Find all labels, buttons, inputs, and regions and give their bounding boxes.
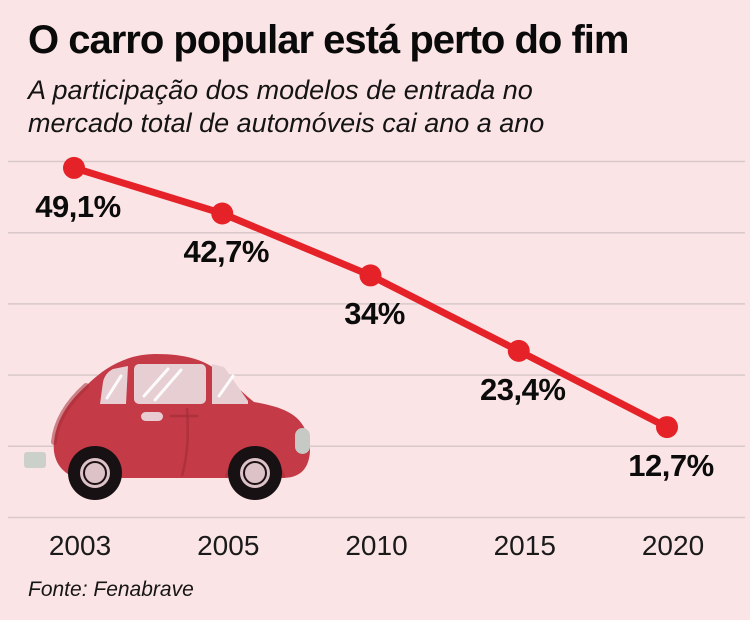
- data-point-2003: [63, 156, 85, 179]
- page-title: O carro popular está perto do fim: [28, 18, 629, 62]
- car-exhaust: [24, 452, 46, 468]
- car-bumper: [295, 428, 310, 454]
- subtitle-line-1: A participação dos modelos de entrada no: [28, 75, 533, 105]
- x-tick-label: 2015: [493, 530, 556, 561]
- red-car-illustration: [24, 354, 310, 500]
- subtitle-line-2: mercado total de automóveis cai ano a an…: [28, 108, 545, 139]
- page-subtitle: A participação dos modelos de entrada no…: [28, 74, 544, 140]
- x-tick-label: 2010: [345, 530, 408, 561]
- point-value-label: 34%: [344, 296, 405, 332]
- data-point-2020: [656, 416, 678, 439]
- car-wheel-front: [228, 446, 282, 500]
- x-tick-label: 2020: [641, 530, 705, 561]
- x-tick-label: 2005: [197, 530, 260, 561]
- car-door-handle: [141, 412, 163, 421]
- point-value-label: 12,7%: [628, 448, 714, 484]
- data-point-2005: [211, 202, 234, 225]
- point-value-label: 42,7%: [183, 234, 270, 270]
- source-note: Fonte: Fenabrave: [28, 578, 194, 601]
- car-roof-shading: [51, 383, 89, 445]
- car-windshield: [212, 364, 248, 404]
- data-point-2015: [507, 339, 530, 362]
- point-value-label: 23,4%: [480, 371, 566, 407]
- car-wheel-rear: [68, 446, 122, 500]
- x-tick-label: 2003: [48, 530, 112, 561]
- window-glare-streaks: [105, 367, 235, 402]
- data-point-2010: [359, 264, 382, 287]
- point-value-label: 49,1%: [35, 188, 121, 224]
